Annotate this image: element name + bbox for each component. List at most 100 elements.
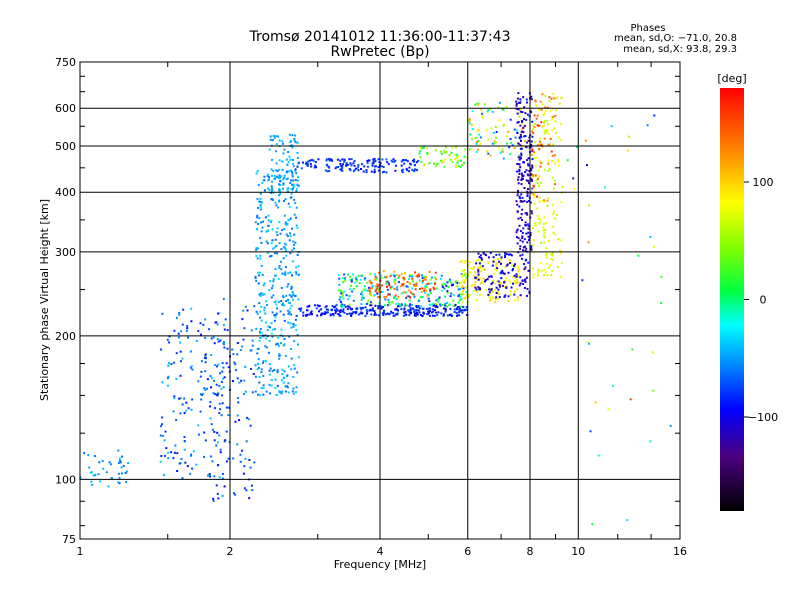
echo-point — [386, 304, 389, 307]
echo-point — [526, 294, 528, 297]
echo-point — [179, 397, 182, 400]
echo-point — [298, 161, 300, 164]
echo-point — [444, 310, 447, 313]
echo-point — [522, 249, 525, 252]
echo-point — [370, 302, 373, 305]
echo-point — [474, 286, 477, 289]
echo-point — [515, 282, 517, 285]
echo-point — [273, 252, 276, 255]
echo-point — [280, 268, 283, 271]
echo-point — [223, 440, 226, 443]
echo-point — [163, 473, 166, 476]
echo-point — [498, 293, 501, 296]
echo-point — [516, 299, 519, 302]
echo-point — [523, 200, 526, 203]
echo-point — [456, 161, 459, 164]
echo-point — [380, 284, 383, 287]
echo-point — [365, 309, 368, 312]
echo-point — [342, 294, 344, 297]
echo-point — [480, 259, 483, 262]
echo-point — [516, 129, 518, 132]
echo-point — [126, 470, 128, 473]
echo-point — [381, 171, 384, 174]
echo-point — [279, 232, 282, 235]
echo-point — [376, 285, 379, 288]
echo-point — [83, 452, 86, 455]
echo-point — [530, 143, 533, 146]
echo-point — [504, 266, 507, 269]
echo-point — [167, 375, 170, 378]
echo-point — [385, 158, 388, 161]
echo-point — [179, 350, 182, 353]
echo-point — [521, 200, 524, 203]
echo-point — [236, 353, 239, 356]
echo-point — [514, 263, 516, 266]
echo-point — [451, 146, 454, 149]
echo-point — [290, 196, 293, 199]
echo-point — [546, 199, 549, 202]
echo-point — [271, 139, 274, 142]
echo-point — [515, 104, 518, 107]
echo-point — [536, 124, 539, 127]
echo-point — [248, 459, 251, 461]
echo-point — [276, 252, 279, 255]
colorbar-tick-label: 0 — [760, 294, 767, 307]
echo-point — [214, 393, 217, 396]
echo-point — [398, 274, 401, 277]
echo-point — [292, 162, 294, 165]
echo-point — [532, 276, 535, 279]
echo-point — [552, 231, 555, 234]
echo-point — [208, 473, 211, 476]
echo-point — [550, 129, 553, 132]
echo-point — [282, 313, 285, 316]
echo-point — [449, 281, 452, 284]
echo-point — [521, 279, 524, 282]
echo-point — [525, 118, 528, 121]
echo-point — [393, 280, 396, 283]
echo-point — [509, 294, 512, 297]
echo-point — [479, 267, 482, 270]
echo-point — [306, 305, 309, 308]
echo-point — [286, 188, 289, 191]
echo-point — [502, 109, 505, 112]
echo-point — [237, 397, 239, 399]
echo-point — [199, 375, 202, 378]
echo-point — [519, 144, 522, 147]
echo-point — [465, 285, 468, 288]
echo-point — [433, 288, 436, 291]
echo-point — [215, 321, 218, 324]
echo-point — [547, 143, 550, 146]
echo-point — [529, 248, 532, 251]
echo-point — [429, 291, 432, 294]
echo-point — [519, 157, 522, 160]
echo-point — [98, 461, 101, 464]
echo-point — [335, 304, 338, 307]
echo-point — [351, 312, 354, 315]
echo-point — [421, 147, 424, 150]
echo-point — [165, 447, 168, 450]
echo-point — [531, 164, 534, 167]
echo-point — [539, 140, 541, 143]
echo-point — [504, 294, 507, 297]
echo-point — [499, 281, 502, 284]
echo-point — [368, 309, 371, 312]
echo-point — [504, 280, 506, 282]
echo-point — [523, 268, 526, 271]
echo-point — [555, 131, 558, 134]
echo-point — [517, 142, 520, 145]
echo-point — [342, 163, 344, 166]
echo-point — [285, 233, 288, 236]
echo-point — [265, 300, 268, 303]
echo-point — [550, 97, 553, 100]
echo-point — [244, 457, 247, 460]
echo-point — [330, 308, 333, 311]
echo-point — [396, 288, 399, 291]
echo-point — [251, 344, 254, 347]
echo-point — [437, 300, 440, 303]
echo-point — [404, 291, 407, 294]
echo-point — [476, 277, 479, 280]
echo-point — [220, 414, 223, 417]
echo-point — [377, 296, 380, 299]
echo-point — [494, 282, 497, 285]
echo-point — [99, 480, 102, 483]
